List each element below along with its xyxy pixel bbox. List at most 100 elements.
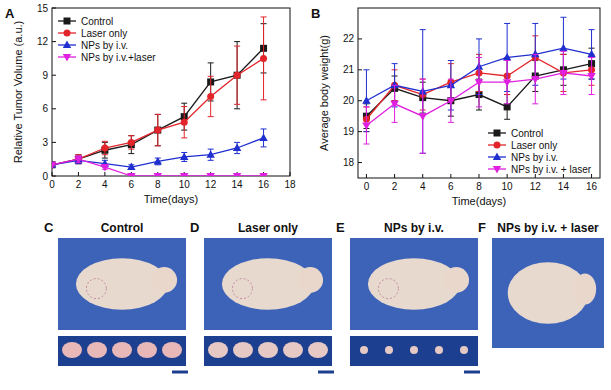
legend-marker	[493, 153, 501, 161]
y-axis-label: Relative Tumor Volume (a.u.)	[12, 21, 24, 163]
x-tick-label: 4	[102, 179, 108, 190]
legend-marker	[63, 41, 71, 49]
x-tick-label: 10	[179, 179, 191, 190]
x-tick	[290, 172, 291, 176]
x-tick	[450, 174, 451, 178]
data-point	[447, 97, 454, 104]
y-tick	[52, 142, 56, 143]
error-bar	[128, 136, 134, 149]
series-line	[52, 48, 264, 164]
plot-frame	[358, 8, 600, 178]
data-point	[154, 127, 161, 134]
legend-label: Control	[81, 16, 113, 27]
mouse-head	[574, 274, 596, 305]
y-tick-label: 21	[343, 64, 355, 75]
legend-label: NPs by i.v.+laser	[81, 52, 156, 63]
photo-panel: NPs by i.v.E	[336, 220, 480, 372]
data-point	[587, 50, 595, 58]
legend-label: NPs by i.v.	[81, 40, 128, 51]
x-tick-label: 8	[476, 181, 482, 192]
data-point	[127, 163, 135, 171]
legend-marker	[494, 142, 501, 149]
x-tick-label: 14	[232, 179, 244, 190]
legend-label: Laser only	[81, 28, 127, 39]
plot-frame	[52, 8, 290, 176]
x-tick-label: 6	[129, 179, 135, 190]
x-tick	[563, 174, 564, 178]
photo-background	[58, 238, 186, 330]
x-axis-label: Time(days)	[144, 193, 199, 205]
y-tick-label: 6	[42, 103, 48, 114]
y-tick	[358, 100, 362, 101]
y-tick-label: 19	[343, 126, 355, 137]
x-tick-label: 10	[502, 181, 514, 192]
legend-label: NPs by i.v.	[511, 152, 558, 163]
photo-label: NPs by i.v.	[384, 221, 444, 235]
scale-bar	[172, 371, 188, 374]
x-tick	[394, 174, 395, 178]
tumor-image	[62, 342, 82, 358]
y-tick-label: 18	[343, 157, 355, 168]
data-point	[181, 119, 188, 126]
x-tick	[366, 174, 367, 178]
photo-background	[350, 238, 478, 330]
error-bar	[155, 114, 161, 145]
tumor-outline	[378, 279, 398, 299]
data-point	[154, 127, 161, 134]
panel-letter: D	[190, 220, 199, 235]
data-point	[390, 101, 398, 109]
x-tick-label: 18	[284, 179, 296, 190]
legend: ControlLaser onlyNPs by i.v.NPs by i.v.+…	[58, 16, 156, 63]
x-tick-label: 12	[205, 179, 217, 190]
data-point	[75, 156, 82, 163]
scale-bar	[464, 371, 480, 374]
tumor-image	[435, 346, 443, 354]
data-point	[101, 145, 108, 152]
y-tick	[52, 75, 56, 76]
data-point	[180, 173, 188, 176]
data-point	[504, 103, 511, 110]
photo-label: Control	[101, 221, 144, 235]
mouse-head	[151, 267, 177, 293]
data-point	[75, 156, 82, 163]
data-point	[233, 173, 241, 176]
tumor-image	[208, 342, 228, 358]
x-tick-label: 2	[76, 179, 82, 190]
y-tick	[52, 176, 56, 177]
x-tick-label: 12	[530, 181, 542, 192]
x-tick	[507, 174, 508, 178]
tumor-outline	[232, 279, 252, 299]
mouse-head	[297, 267, 323, 293]
error-bar	[128, 136, 134, 154]
data-point	[259, 133, 267, 141]
data-point	[52, 162, 56, 170]
x-tick-label: 16	[586, 181, 598, 192]
x-tick-label: 0	[364, 181, 370, 192]
data-point	[447, 98, 455, 106]
legend-marker	[63, 54, 71, 62]
scale-bar	[318, 371, 334, 374]
data-point	[234, 72, 241, 79]
data-point	[154, 173, 162, 176]
x-tick-label: 0	[49, 179, 55, 190]
data-point	[154, 157, 162, 165]
tumor-image	[308, 342, 328, 358]
data-point	[180, 152, 188, 160]
y-tick-label: 22	[343, 33, 355, 44]
legend-marker	[493, 166, 501, 174]
tumor-image	[460, 346, 468, 354]
data-point	[259, 173, 267, 176]
mouse-head	[443, 267, 469, 293]
data-point	[503, 79, 511, 87]
x-tick	[422, 174, 423, 178]
x-tick	[104, 172, 105, 176]
photo-panel: Laser onlyD	[190, 220, 334, 372]
data-point	[559, 70, 567, 78]
data-point	[559, 44, 567, 52]
y-tick-label: 0	[42, 171, 48, 182]
legend-marker	[64, 30, 71, 37]
data-point	[260, 55, 267, 62]
data-point	[531, 76, 539, 84]
panel-letter: B	[311, 6, 320, 21]
error-bar	[234, 42, 240, 109]
